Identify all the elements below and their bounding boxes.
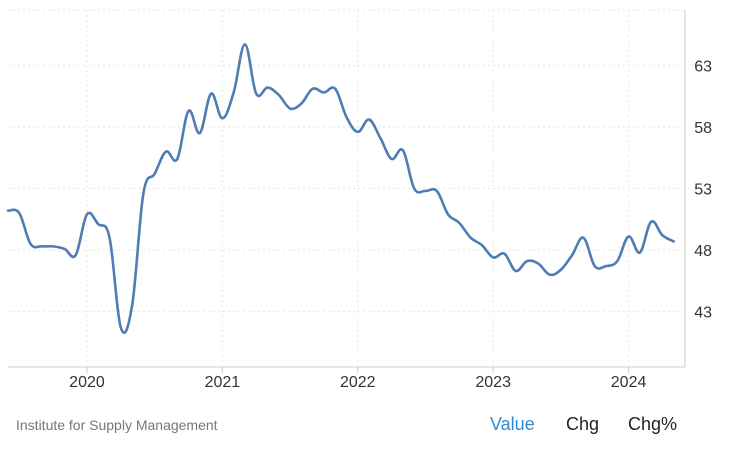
- data-point: [97, 223, 99, 225]
- data-point: [266, 86, 268, 88]
- data-point: [481, 244, 483, 246]
- data-point: [548, 273, 550, 275]
- data-point: [413, 187, 415, 189]
- data-point: [153, 173, 155, 175]
- y-tick-label: 58: [694, 120, 712, 137]
- data-point: [357, 131, 359, 133]
- chart-footer: Institute for Supply Management Value Ch…: [0, 410, 736, 440]
- data-point: [52, 245, 54, 247]
- data-point: [334, 88, 336, 90]
- data-point: [661, 234, 663, 236]
- data-point: [469, 237, 471, 239]
- data-point: [402, 149, 404, 151]
- data-point: [63, 248, 65, 250]
- data-point: [526, 260, 528, 262]
- x-tick-label: 2021: [205, 374, 241, 391]
- data-point: [650, 221, 652, 223]
- data-point: [673, 240, 675, 242]
- data-point: [571, 254, 573, 256]
- data-point: [639, 251, 641, 253]
- x-tick-label: 2023: [475, 374, 511, 391]
- tab-chg[interactable]: Chg: [566, 414, 600, 434]
- data-point: [86, 213, 88, 215]
- data-point: [120, 326, 122, 328]
- data-point: [221, 117, 223, 119]
- data-point: [616, 260, 618, 262]
- data-point: [537, 262, 539, 264]
- tab-chg-percent[interactable]: Chg%: [628, 414, 678, 434]
- grid-lines: [8, 9, 685, 367]
- data-point: [108, 237, 110, 239]
- x-tick-label: 2020: [69, 374, 105, 391]
- data-point: [29, 243, 31, 245]
- series-line: [6, 43, 676, 334]
- data-point: [390, 158, 392, 160]
- data-point: [165, 150, 167, 152]
- data-point: [75, 254, 77, 256]
- tab-value[interactable]: Value: [490, 414, 535, 434]
- y-tick-label: 53: [694, 182, 712, 199]
- data-point: [582, 237, 584, 239]
- data-point: [627, 235, 629, 237]
- x-tick-label: 2024: [611, 374, 647, 391]
- y-axis-ticks: 43 48 53 58 63: [694, 58, 712, 321]
- data-point: [368, 118, 370, 120]
- y-tick-label: 63: [694, 58, 712, 75]
- data-point: [142, 192, 144, 194]
- data-point: [232, 91, 234, 93]
- data-point: [255, 93, 257, 95]
- view-tabs: Value Chg Chg%: [0, 414, 736, 438]
- data-point: [323, 91, 325, 93]
- data-point: [210, 93, 212, 95]
- data-point: [379, 137, 381, 139]
- data-point: [605, 265, 607, 267]
- data-point: [300, 102, 302, 104]
- source-label: Institute for Supply Management: [16, 417, 218, 433]
- data-point: [503, 253, 505, 255]
- data-point: [515, 270, 517, 272]
- data-point: [131, 304, 133, 306]
- data-point: [7, 209, 9, 211]
- data-point: [345, 116, 347, 118]
- data-point: [594, 265, 596, 267]
- data-point: [18, 212, 20, 214]
- data-point: [199, 132, 201, 134]
- data-point: [560, 269, 562, 271]
- y-tick-label: 43: [694, 305, 712, 322]
- data-points: [7, 43, 675, 329]
- y-tick-label: 48: [694, 243, 712, 260]
- data-point: [447, 213, 449, 215]
- data-point: [176, 158, 178, 160]
- x-axis-ticks: 2020 2021 2022 2023 2024: [69, 367, 646, 391]
- data-point: [289, 107, 291, 109]
- data-point: [278, 94, 280, 96]
- data-point: [244, 43, 246, 45]
- data-point: [458, 222, 460, 224]
- data-point: [41, 245, 43, 247]
- line-chart: 43 48 53 58 63 2020 2021 2022 2023 2024: [6, 9, 712, 391]
- data-point: [187, 110, 189, 112]
- x-tick-label: 2022: [340, 374, 376, 391]
- data-point: [492, 256, 494, 258]
- data-point: [424, 190, 426, 192]
- data-point: [436, 190, 438, 192]
- data-point: [311, 88, 313, 90]
